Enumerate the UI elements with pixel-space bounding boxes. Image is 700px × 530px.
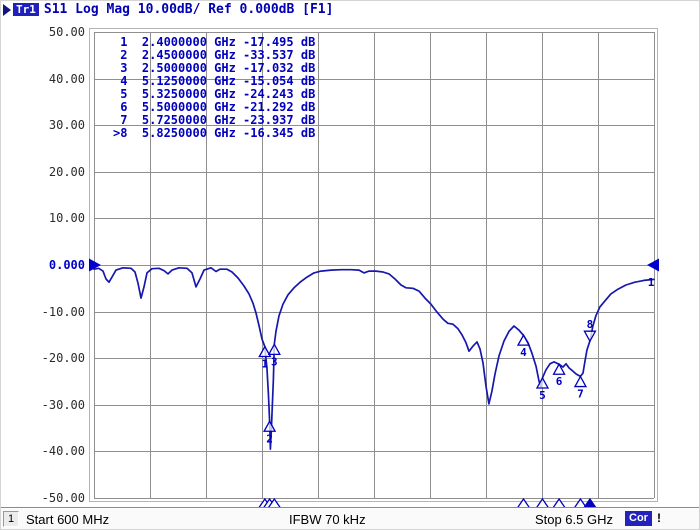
- graticule-grid: [94, 32, 655, 499]
- marker-8-glyph[interactable]: 8: [583, 318, 597, 343]
- marker-7-glyph[interactable]: 7: [573, 375, 588, 401]
- marker-table-row: 4 5.1250000 GHz -15.054 dB: [113, 74, 316, 88]
- y-axis-label: -20.00: [41, 351, 85, 366]
- ref-level-indicator-right[interactable]: [647, 258, 659, 272]
- correction-status-badge: Cor: [625, 511, 652, 526]
- svg-text:6: 6: [556, 375, 563, 388]
- y-axis-label: 50.00: [48, 25, 85, 39]
- marker-table: 1 2.4000000 GHz -17.495 dB 2 2.4500000 G…: [113, 36, 315, 140]
- marker-table-row: 3 2.5000000 GHz -17.032 dB: [113, 61, 316, 75]
- svg-text:4: 4: [520, 346, 527, 359]
- y-axis-label: 40.00: [48, 71, 85, 86]
- svg-text:7: 7: [577, 388, 584, 401]
- trace-badge[interactable]: Tr1: [13, 3, 39, 16]
- marker-2-glyph[interactable]: 2: [262, 419, 277, 445]
- y-axis-label: -50.00: [41, 491, 85, 505]
- marker-table-row: 1 2.4000000 GHz -17.495 dB: [113, 35, 316, 49]
- ifbw-label[interactable]: IFBW 70 kHz: [289, 512, 366, 527]
- y-axis-label: -10.00: [41, 304, 85, 319]
- y-axis-label: -40.00: [41, 444, 85, 459]
- svg-text:8: 8: [587, 318, 594, 331]
- marker-table-row: 5 5.3250000 GHz -24.243 dB: [113, 87, 316, 101]
- ref-level-value: 0.000: [48, 258, 85, 272]
- marker-3-glyph[interactable]: 3: [267, 343, 281, 368]
- y-axis-label: 10.00: [48, 211, 85, 226]
- y-axis-label: 20.00: [48, 164, 85, 179]
- svg-text:5: 5: [539, 389, 546, 402]
- svg-text:3: 3: [271, 355, 278, 368]
- svg-text:2: 2: [266, 432, 273, 445]
- marker-4-glyph[interactable]: 4: [516, 333, 531, 359]
- marker-table-row: 2 2.4500000 GHz -33.537 dB: [113, 48, 316, 62]
- start-frequency-label[interactable]: Start 600 MHz: [26, 512, 110, 527]
- active-trace-arrow-icon: [3, 3, 11, 16]
- svg-text:1: 1: [262, 358, 269, 371]
- marker-5-glyph[interactable]: 5: [535, 376, 550, 402]
- y-axis-label: 30.00: [48, 118, 85, 133]
- marker-1-glyph[interactable]: 1: [258, 345, 272, 371]
- alert-indicator: !: [657, 511, 661, 525]
- s11-trace: [93, 266, 655, 450]
- marker-table-row: 6 5.5000000 GHz -21.292 dB: [113, 100, 316, 114]
- marker-table-row: 7 5.7250000 GHz -23.937 dB: [113, 113, 316, 127]
- status-bar: 1 Start 600 MHz IFBW 70 kHz Stop 6.5 GHz…: [1, 507, 699, 529]
- stop-frequency-label[interactable]: Stop 6.5 GHz: [534, 512, 613, 527]
- trace-title[interactable]: S11 Log Mag 10.00dB/ Ref 0.000dB [F1]: [43, 2, 334, 17]
- trace-header: Tr1 S11 Log Mag 10.00dB/ Ref 0.000dB [F1…: [3, 2, 333, 17]
- y-axis-label: -30.00: [41, 397, 85, 412]
- marker-table-row: >8 5.8250000 GHz -16.345 dB: [113, 126, 316, 140]
- marker-6-glyph[interactable]: 6: [552, 362, 566, 388]
- ref-level-indicator-left[interactable]: [89, 258, 101, 272]
- channel-number: 1: [3, 511, 19, 527]
- trace-number-label: 1: [648, 276, 655, 289]
